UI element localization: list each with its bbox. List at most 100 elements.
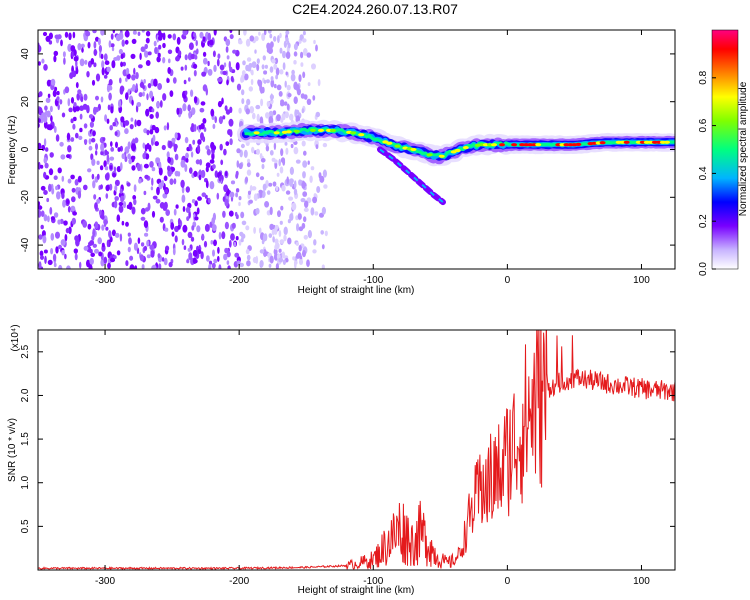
noise-dot	[57, 167, 62, 174]
noise-dot	[140, 242, 145, 247]
noise-dot	[40, 210, 45, 217]
noise-dot	[127, 141, 131, 150]
noise-dot	[204, 223, 210, 232]
noise-dot	[101, 60, 105, 69]
noise-dot	[216, 58, 220, 67]
noise-dot	[64, 253, 67, 260]
noise-dot	[302, 38, 307, 43]
noise-dot	[63, 220, 68, 226]
noise-dot	[79, 261, 82, 269]
noise-dot	[48, 168, 54, 176]
noise-dot	[297, 213, 302, 220]
noise-dot	[264, 201, 270, 208]
noise-dot	[138, 92, 143, 98]
noise-dot	[234, 252, 240, 258]
noise-dot	[169, 90, 174, 97]
noise-dot	[197, 139, 202, 145]
noise-dot	[111, 60, 116, 69]
noise-dot	[198, 124, 202, 130]
noise-dot	[121, 220, 125, 226]
noise-dot	[247, 190, 252, 195]
noise-dot	[153, 78, 158, 87]
noise-dot	[149, 90, 154, 99]
noise-dot	[145, 60, 151, 66]
noise-dot	[202, 118, 207, 124]
noise-dot	[121, 39, 125, 47]
noise-dot	[282, 259, 286, 265]
noise-dot	[267, 30, 272, 34]
noise-dot	[111, 229, 116, 237]
noise-dot	[265, 79, 270, 84]
noise-dot	[236, 83, 242, 91]
noise-dot	[173, 208, 177, 216]
noise-dot	[50, 248, 54, 255]
bottom-y-tick-label: 2.5	[20, 344, 31, 358]
noise-dot	[40, 185, 46, 191]
noise-dot	[106, 84, 111, 93]
noise-dot	[301, 181, 306, 189]
noise-dot	[193, 259, 198, 264]
noise-dot	[273, 142, 277, 151]
noise-dot	[40, 224, 44, 230]
noise-dot	[188, 252, 193, 261]
noise-dot	[133, 184, 137, 193]
noise-dot	[244, 176, 249, 184]
noise-dot	[119, 188, 123, 194]
noise-dot	[156, 101, 160, 108]
noise-dot	[97, 37, 101, 46]
noise-dot	[263, 70, 268, 75]
noise-dot	[212, 123, 216, 129]
noise-dot	[92, 243, 98, 248]
noise-dot	[142, 142, 146, 149]
noise-dot	[228, 240, 232, 248]
noise-dot	[217, 255, 220, 262]
noise-dot	[113, 200, 118, 209]
noise-dot	[114, 185, 118, 192]
noise-dot	[303, 234, 308, 240]
noise-dot	[129, 124, 134, 130]
noise-dot	[269, 223, 275, 231]
noise-dot	[185, 206, 191, 213]
noise-dot	[155, 111, 159, 119]
noise-dot	[174, 235, 178, 243]
noise-dot	[95, 143, 98, 151]
noise-dot	[133, 242, 138, 251]
noise-dot	[218, 231, 222, 240]
noise-dot	[76, 93, 80, 101]
noise-dot	[162, 193, 168, 199]
noise-dot	[293, 43, 298, 51]
noise-dot	[213, 64, 217, 72]
noise-dot	[120, 53, 124, 60]
noise-dot	[104, 60, 110, 65]
noise-dot	[99, 209, 102, 216]
noise-dot	[230, 233, 235, 241]
noise-dot	[83, 93, 88, 101]
noise-dot	[53, 175, 58, 180]
noise-dot	[77, 175, 82, 183]
signal-peak	[462, 146, 469, 150]
noise-dot	[211, 217, 215, 225]
noise-dot	[255, 255, 259, 264]
noise-dot	[180, 179, 185, 188]
noise-dot	[105, 226, 109, 231]
noise-dot	[146, 93, 149, 101]
noise-dot	[129, 255, 134, 261]
noise-dot	[124, 156, 128, 163]
noise-dot	[165, 188, 168, 194]
noise-dot	[100, 96, 104, 103]
noise-dot	[201, 233, 205, 240]
noise-dot	[282, 50, 286, 59]
noise-dot	[61, 175, 65, 182]
noise-dot	[217, 53, 221, 59]
noise-dot	[149, 161, 154, 168]
noise-dot	[89, 257, 94, 265]
noise-dot	[222, 115, 226, 120]
noise-dot	[65, 227, 70, 234]
noise-dot	[118, 201, 124, 207]
noise-dot	[95, 95, 99, 101]
noise-dot	[170, 222, 175, 230]
noise-dot	[149, 244, 155, 251]
noise-dot	[66, 265, 71, 269]
noise-dot	[124, 128, 129, 135]
noise-dot	[205, 145, 210, 150]
